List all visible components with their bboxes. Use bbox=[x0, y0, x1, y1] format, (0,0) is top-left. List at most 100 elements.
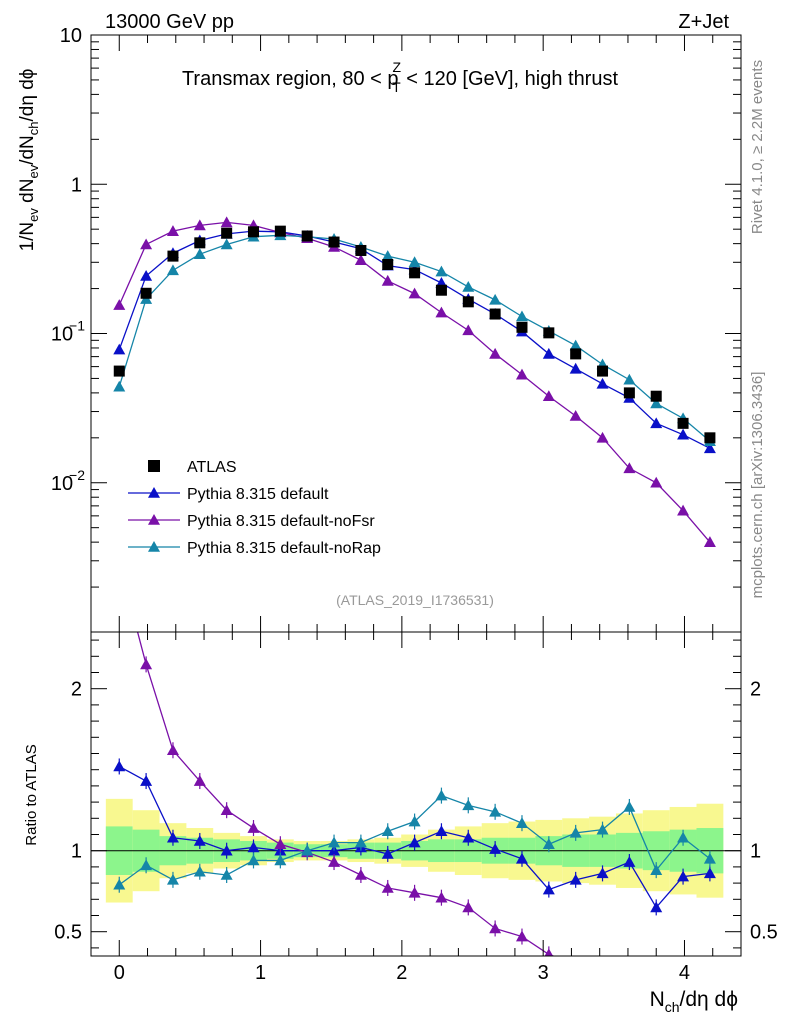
legend-marker-default bbox=[148, 487, 160, 498]
x-tick-label: 4 bbox=[679, 962, 690, 984]
y-tick-label: 10 bbox=[51, 473, 73, 495]
marker-noFsr bbox=[650, 476, 663, 488]
marker-noFsr bbox=[408, 287, 421, 299]
ratio-content bbox=[113, 632, 716, 956]
legend-label-default: Pythia 8.315 default bbox=[187, 486, 329, 503]
ratio-marker-noRap bbox=[328, 836, 341, 848]
x-tick-label: 1 bbox=[255, 962, 266, 984]
legend-label-data: ATLAS bbox=[187, 459, 237, 476]
ratio-y-tick-label: 1 bbox=[71, 841, 82, 863]
x-axis-label: Nch/dη dϕ bbox=[650, 988, 738, 1015]
ratio-marker-noFsr bbox=[381, 881, 394, 893]
marker-noFsr bbox=[677, 504, 690, 516]
ratio-marker-default bbox=[140, 775, 153, 786]
ratio-y-tick-label-right: 2 bbox=[750, 679, 761, 701]
ratio-marker-noRap bbox=[354, 836, 367, 848]
ratio-marker-default bbox=[381, 847, 394, 859]
ratio-marker-noFsr bbox=[489, 922, 502, 934]
title-sub: T bbox=[392, 79, 401, 95]
ratio-marker-noRap bbox=[247, 854, 260, 866]
ratio-marker-noRap bbox=[489, 805, 502, 817]
marker-noRap bbox=[623, 373, 636, 385]
marker-noFsr bbox=[354, 254, 367, 265]
marker-default bbox=[677, 428, 690, 440]
ratio-series-noRap bbox=[113, 787, 716, 893]
ratio-axes: 0 1 2 3 4 2 2 1 1 0.5 0.5 bbox=[54, 632, 778, 984]
ratio-marker-noRap bbox=[408, 815, 421, 827]
ratio-marker-noFsr bbox=[328, 856, 341, 867]
ratio-marker-default bbox=[569, 873, 582, 885]
marker-default bbox=[140, 269, 153, 281]
legend-label-noFsr: Pythia 8.315 default-noFsr bbox=[187, 513, 375, 530]
ratio-series-noFsr bbox=[136, 632, 556, 956]
y-tick-label: 1 bbox=[71, 174, 82, 196]
ratio-marker-noRap bbox=[220, 869, 233, 880]
marker-noRap bbox=[220, 238, 233, 250]
legend-marker-noFsr bbox=[148, 514, 160, 525]
marker-data bbox=[113, 365, 125, 377]
ratio-marker-noRap bbox=[435, 789, 448, 801]
xlabel-sub: ch bbox=[665, 999, 680, 1015]
plot-title: Transmax region, 80 < pZ T < 120 [GeV], h… bbox=[182, 59, 619, 95]
y-tick-label: 10 bbox=[60, 25, 82, 47]
ratio-marker-noRap bbox=[301, 844, 314, 856]
side-top-label: Rivet 4.1.0, ≥ 2.2M events bbox=[749, 60, 766, 234]
ratio-marker-default bbox=[542, 883, 555, 895]
y-tick-exponent: −2 bbox=[69, 467, 85, 483]
marker-data bbox=[650, 390, 662, 402]
ratio-marker-noFsr bbox=[435, 891, 448, 903]
marker-noFsr bbox=[193, 219, 206, 231]
ratio-y-tick-label-right: 1 bbox=[750, 841, 761, 863]
ratio-marker-noRap bbox=[703, 852, 716, 864]
ratio-marker-default bbox=[113, 760, 126, 772]
ratio-frame bbox=[90, 631, 742, 957]
ratio-line-noFsr bbox=[136, 632, 556, 956]
ratio-y-tick-label: 2 bbox=[71, 679, 82, 701]
x-tick-label: 2 bbox=[396, 962, 407, 984]
marker-data bbox=[382, 258, 394, 270]
marker-noRap bbox=[193, 248, 206, 259]
marker-data bbox=[409, 267, 421, 279]
ratio-series-default bbox=[113, 758, 716, 916]
ratio-marker-noFsr bbox=[247, 822, 260, 833]
ratio-marker-noFsr bbox=[220, 804, 233, 815]
marker-noRap bbox=[435, 265, 448, 277]
ratio-marker-noRap bbox=[569, 826, 582, 838]
ratio-marker-noFsr bbox=[274, 838, 287, 850]
ratio-ylabel: Ratio to ATLAS bbox=[23, 744, 40, 845]
marker-noFsr bbox=[381, 274, 394, 286]
marker-data bbox=[543, 327, 555, 339]
marker-noRap bbox=[515, 310, 528, 322]
main-ylabel: 1/Nev dNev/dNch/dη dϕ bbox=[17, 69, 41, 252]
ratio-marker-noRap bbox=[623, 800, 636, 812]
header-left: 13000 GeV pp bbox=[105, 11, 234, 33]
marker-noRap bbox=[569, 339, 582, 351]
marker-data bbox=[328, 236, 340, 248]
ratio-marker-noRap bbox=[140, 859, 153, 871]
marker-default bbox=[596, 377, 609, 389]
ratio-panel: 0 1 2 3 4 2 2 1 1 0.5 0.5 bbox=[54, 631, 778, 984]
marker-noRap bbox=[489, 293, 502, 305]
marker-noRap bbox=[166, 264, 179, 276]
marker-data bbox=[623, 387, 635, 399]
ratio-marker-default bbox=[193, 834, 206, 846]
marker-data bbox=[140, 287, 152, 299]
xlabel-rest: /dη dϕ bbox=[680, 988, 738, 1011]
marker-noFsr bbox=[623, 462, 636, 474]
ratio-marker-default bbox=[677, 870, 690, 882]
marker-default bbox=[113, 343, 126, 355]
ratio-y-tick-label: 0.5 bbox=[54, 922, 82, 944]
ratio-marker-default bbox=[408, 836, 421, 848]
marker-data bbox=[194, 237, 206, 249]
ratio-marker-noRap bbox=[193, 865, 206, 877]
marker-default bbox=[703, 442, 716, 454]
ratio-marker-noFsr bbox=[354, 869, 367, 880]
ratio-marker-noRap bbox=[274, 854, 287, 866]
marker-data bbox=[221, 227, 233, 239]
y-tick-label: 10 bbox=[51, 324, 73, 346]
legend-marker-data bbox=[148, 460, 160, 472]
ratio-marker-noRap bbox=[677, 831, 690, 843]
ratio-marker-noFsr bbox=[140, 658, 153, 670]
